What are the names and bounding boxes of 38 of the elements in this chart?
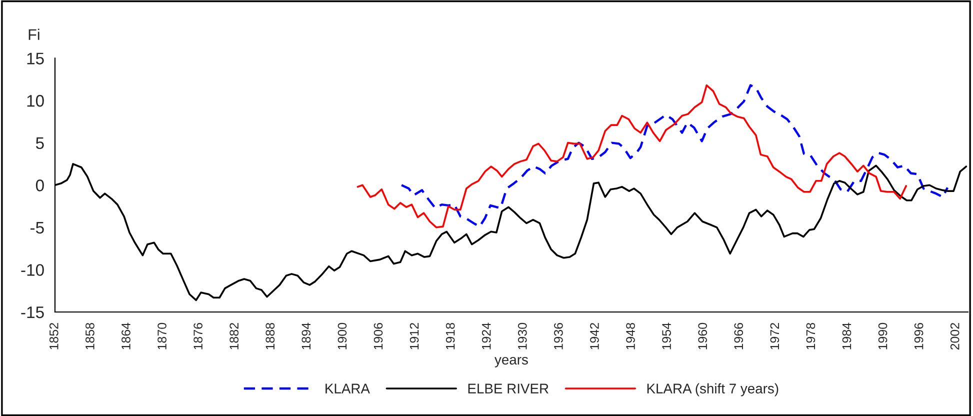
x-tick-label: 1972 [770,323,780,350]
x-tick-label: 1870 [158,322,166,350]
x-tick-label: 1966 [734,322,744,350]
x-tick-label: 2002 [950,323,960,350]
x-tick-label: 1984 [842,322,852,350]
x-tick-label: 1900 [338,322,347,350]
x-tick-label: 1996 [914,322,924,350]
y-tick-label: -5 [30,222,44,234]
x-tick-label: 1924 [482,322,491,350]
y-tick-label: 5 [36,137,44,150]
legend-label: ELBE RIVER [468,384,548,394]
x-tick-label: 1912 [410,323,419,350]
y-tick-label: 10 [27,94,44,107]
x-tick-label: 1894 [302,322,311,350]
x-tick-label: 1876 [194,322,202,350]
x-tick-label: 1918 [446,322,455,350]
x-tick-label: 1936 [554,322,563,350]
y-axis-title: Fi [28,28,40,40]
y-tick-label: 15 [27,52,44,64]
x-tick-label: 1882 [230,323,239,350]
x-tick-label: 1960 [698,322,708,350]
legend-label: KLARA (shift 7 years) [647,383,778,396]
x-tick-label: 1864 [122,322,130,350]
legend-label: KLARA [326,384,370,394]
x-tick-label: 1852 [49,323,58,350]
y-tick-label: -15 [21,306,44,318]
x-tick-label: 1948 [626,322,635,350]
x-tick-label: 1978 [806,322,816,350]
x-tick-label: 1954 [662,322,671,350]
x-tick-label: 1906 [374,322,383,350]
y-tick-label: 0 [36,180,44,192]
x-tick-label: 1858 [86,322,94,350]
x-tick-label: 1942 [590,323,599,350]
x-axis-title: years [494,356,528,368]
x-tick-label: 1888 [266,322,275,350]
y-tick-label: -10 [21,264,44,276]
x-tick-label: 1930 [518,322,527,350]
x-tick-label: 1990 [878,322,888,350]
